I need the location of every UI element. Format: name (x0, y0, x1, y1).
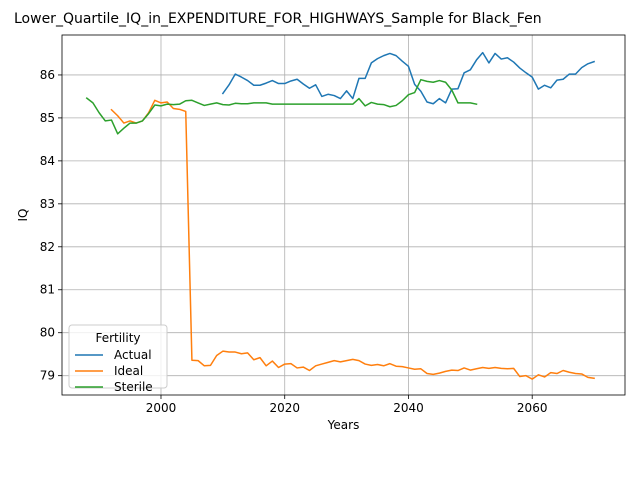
series-line-ideal (110, 99, 595, 380)
legend-label-actual: Actual (114, 348, 152, 362)
legend-box (68, 324, 168, 389)
chart-title: Lower_Quartile_IQ_in_EXPENDITURE_FOR_HIG… (14, 11, 542, 27)
x-tick-label: 2040 (393, 401, 424, 415)
y-tick-label: 80 (40, 326, 55, 340)
x-tick-label: 2000 (146, 401, 177, 415)
series-line-sterile (85, 78, 478, 135)
x-tick-label: 2020 (269, 401, 300, 415)
y-tick-label: 85 (40, 111, 55, 125)
legend-title: Fertility (95, 331, 140, 345)
series-lines (85, 51, 596, 380)
y-tick-label: 83 (40, 197, 55, 211)
y-tick-label: 81 (40, 283, 55, 297)
y-axis-label: IQ (16, 209, 30, 222)
y-tick-label: 84 (40, 154, 55, 168)
series-line-actual (221, 51, 596, 105)
x-axis-label: Years (327, 418, 360, 432)
legend-label-sterile: Sterile (114, 380, 153, 394)
plot-frame (61, 34, 626, 396)
y-tick-label: 79 (40, 369, 55, 383)
legend: Fertility Actual Ideal Sterile (68, 324, 168, 394)
y-tick-label: 86 (40, 68, 55, 82)
axis-ticks: 2000 2020 2040 2060 79 80 81 82 83 84 85 86 (40, 68, 548, 415)
legend-label-ideal: Ideal (114, 364, 143, 378)
x-tick-label: 2060 (517, 401, 548, 415)
legend-items: Actual Ideal Sterile (75, 348, 153, 394)
y-tick-label: 82 (40, 240, 55, 254)
